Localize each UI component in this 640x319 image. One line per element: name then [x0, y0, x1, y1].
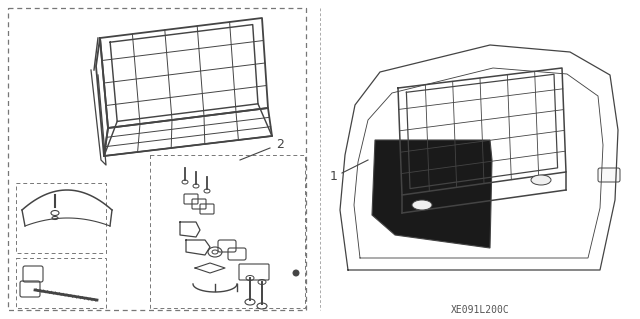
Bar: [150, 155, 305, 308]
Bar: [16, 258, 106, 308]
Ellipse shape: [412, 200, 432, 210]
Polygon shape: [372, 140, 492, 248]
FancyBboxPatch shape: [598, 168, 620, 182]
Bar: [16, 183, 106, 253]
Ellipse shape: [531, 175, 551, 185]
Text: XE091L200C: XE091L200C: [451, 305, 509, 315]
Bar: [8, 8, 306, 310]
Ellipse shape: [293, 270, 299, 276]
Text: 1: 1: [330, 169, 338, 182]
Text: 2: 2: [276, 138, 284, 152]
